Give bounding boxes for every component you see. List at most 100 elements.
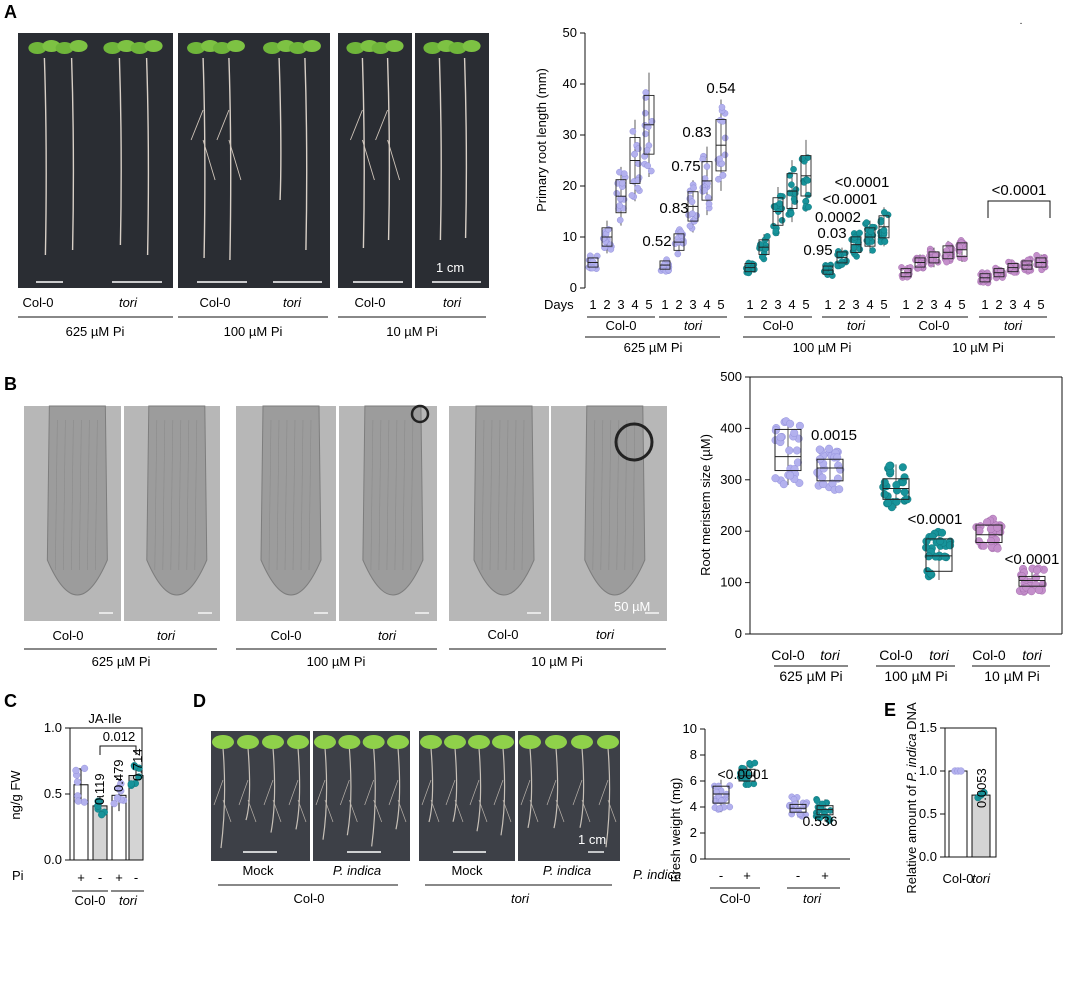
cell-file-b-5 xyxy=(481,419,485,571)
lateral-root-a-5-2 xyxy=(375,109,401,181)
lateral-root-d xyxy=(598,779,617,823)
d-point xyxy=(716,805,723,812)
root-a-2-2 xyxy=(145,57,150,256)
b-point xyxy=(940,552,949,561)
leaf-a-2-1-l xyxy=(103,42,122,54)
a-point xyxy=(829,272,836,279)
lateral-root-a-5-1 xyxy=(350,109,375,181)
a-point xyxy=(635,145,642,153)
e-ytick-label-1: 0.5 xyxy=(919,806,937,821)
photo-d-3 xyxy=(419,731,515,861)
a-genotype-label: Col-0 xyxy=(762,318,793,333)
c-genotype-tori: tori xyxy=(119,893,138,908)
cell-file-b-4 xyxy=(378,419,382,571)
d-treatment-label: P. indica xyxy=(633,867,681,882)
leaf-a-4-2-r xyxy=(302,40,321,52)
c-point xyxy=(135,773,143,781)
c-point xyxy=(80,798,88,806)
a-point xyxy=(842,249,849,257)
a-point xyxy=(867,228,875,235)
b-box xyxy=(882,478,910,500)
b-point xyxy=(946,541,955,550)
a-point xyxy=(880,209,888,216)
a-dot: . xyxy=(1020,16,1023,27)
a-point xyxy=(999,274,1006,281)
c-pvalue-2: 0.479 xyxy=(111,759,126,792)
root-a-3-2 xyxy=(228,57,232,261)
b-pvalue-3: <0.0001 xyxy=(1005,551,1060,568)
bubble-b-2 xyxy=(410,404,430,424)
a-point xyxy=(635,160,642,168)
a-point xyxy=(680,239,687,247)
panel-d-photos xyxy=(211,731,620,861)
root-a-3-1 xyxy=(202,57,206,259)
b-point xyxy=(993,544,1002,553)
b-point xyxy=(771,474,780,483)
b-point xyxy=(900,488,909,497)
leaf-d xyxy=(237,735,259,749)
panel-a-photos xyxy=(18,33,489,288)
c-ytick-label-1: 0.5 xyxy=(44,786,62,801)
leaf-d xyxy=(314,735,336,749)
b-ytick-label-1: 100 xyxy=(720,575,742,590)
photo-a-3 xyxy=(178,33,254,288)
c-point xyxy=(74,797,82,805)
a-point xyxy=(850,244,858,251)
a-point xyxy=(863,219,870,226)
leaf-a-4-2-l xyxy=(288,42,307,54)
d-label-pi-1: P. indica xyxy=(333,863,381,878)
a-point xyxy=(674,250,682,258)
photo-d-4 xyxy=(518,731,620,861)
cell-file-b-5 xyxy=(505,419,509,571)
a-genotype-label: tori xyxy=(847,318,866,333)
root-d xyxy=(295,747,301,830)
c-bracket xyxy=(99,745,137,755)
cell-file-b-2 xyxy=(178,419,182,571)
root-d xyxy=(346,747,352,836)
leaf-d xyxy=(262,735,284,749)
photo-d-1 xyxy=(211,731,310,861)
e-ylabel-em: P. indica xyxy=(904,733,919,781)
c-point xyxy=(80,764,89,773)
a-point xyxy=(762,245,769,253)
a-point xyxy=(822,265,830,273)
lateral-root-d xyxy=(520,779,539,823)
b-point xyxy=(1033,566,1042,575)
a-pvalue-3: 0.83 xyxy=(659,200,688,217)
a-day-tick: 3 xyxy=(617,297,624,312)
a-day-tick: 3 xyxy=(689,297,696,312)
lateral-root-d xyxy=(340,779,358,823)
b-condition-label-625: 625 µM Pi xyxy=(779,668,842,684)
leaf-d xyxy=(287,735,309,749)
cell-file-b-4 xyxy=(370,419,374,571)
photo-a-5 xyxy=(338,33,412,288)
root-a-4-1 xyxy=(278,57,282,201)
b-point xyxy=(790,428,799,437)
a-point xyxy=(1025,266,1033,274)
c-bracket-pvalue: 0.012 xyxy=(103,729,136,744)
d-genotype-col0: Col-0 xyxy=(719,891,750,906)
a-day-tick: 1 xyxy=(981,297,988,312)
leaf-d xyxy=(444,735,466,749)
a-pvalue-1: 0.83 xyxy=(682,124,711,141)
a-day-tick: 2 xyxy=(995,297,1002,312)
d-box xyxy=(816,805,834,816)
b-point xyxy=(1027,587,1036,596)
a-label-10: 10 µM Pi xyxy=(386,324,438,339)
b-point xyxy=(771,426,780,435)
b-ytick-label-2: 200 xyxy=(720,523,742,538)
root-a-6-2 xyxy=(463,57,468,239)
b-point xyxy=(986,537,995,546)
b-point xyxy=(974,537,983,546)
d-point xyxy=(826,816,834,824)
b-point xyxy=(825,444,834,453)
c-pi-sign: + xyxy=(115,870,123,885)
b-point xyxy=(795,421,804,430)
leaf-d xyxy=(492,735,514,749)
e-point xyxy=(980,788,988,797)
e-ylabel-post: DNA xyxy=(904,702,919,733)
a-point xyxy=(880,226,888,234)
cell-file-b-1 xyxy=(55,419,58,571)
e-ylabel: Relative amount of P. indica DNA xyxy=(904,702,919,894)
